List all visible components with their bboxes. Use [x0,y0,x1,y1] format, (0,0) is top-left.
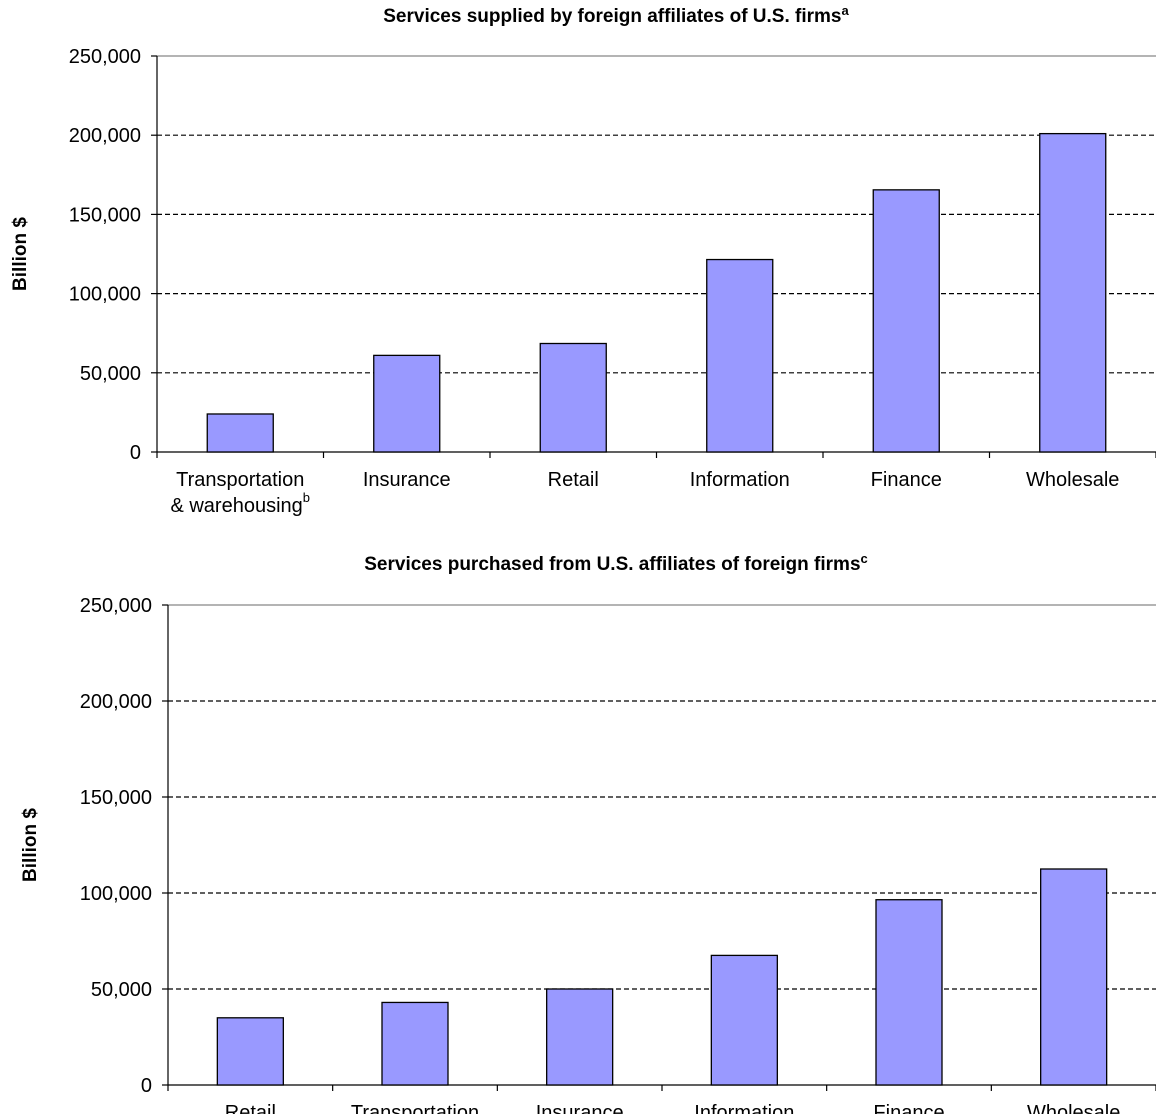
y-axis-label: Billion $ [20,808,41,882]
x-category-label: Information [694,1102,794,1114]
y-tick-label: 50,000 [80,363,141,385]
bar [539,342,607,453]
y-tick-label: 250,000 [69,46,141,68]
y-axis-label: Billion $ [10,217,31,291]
bar [373,354,441,453]
x-category-label: Insurance [363,469,451,491]
x-category-label: Transportation [351,1102,479,1114]
y-tick-label: 200,000 [80,691,152,713]
chart-title-text: Services supplied by foreign affiliates … [383,6,841,27]
x-category-label: Finance [873,1102,944,1114]
bar [216,1017,284,1086]
x-category-footnote: b [303,490,310,505]
chart-title-text: Services purchased from U.S. affiliates … [364,554,860,575]
bar [381,1001,449,1086]
bar [1040,868,1108,1086]
y-tick-label: 200,000 [69,125,141,147]
bar [206,413,274,453]
x-category-label-line2-text: & warehousing [170,495,302,517]
bar [872,189,940,453]
bar [706,258,774,453]
y-tick-label: 0 [141,1075,152,1097]
y-tick-label: 50,000 [91,979,152,1001]
chart-title: Services purchased from U.S. affiliates … [364,551,868,575]
y-tick-label: 150,000 [69,204,141,226]
x-category-label: Wholesale [1026,469,1119,491]
chart-services-purchased: Services purchased from U.S. affiliates … [20,551,1156,1114]
y-tick-label: 100,000 [80,883,152,905]
chart-title-footnote: c [861,551,868,566]
x-category-label: Wholesale [1027,1102,1120,1114]
x-category-label-line2: & warehousingb [170,490,310,517]
bar [875,899,943,1086]
y-tick-label: 150,000 [80,787,152,809]
y-tick-label: 250,000 [80,595,152,617]
chart-title: Services supplied by foreign affiliates … [383,3,849,27]
x-category-label: Information [690,469,790,491]
x-category-label: Transportation [176,469,304,491]
chart-title-footnote: a [842,3,850,18]
bar [1039,132,1107,453]
x-category-label: Finance [871,469,942,491]
y-tick-label: 0 [130,442,141,464]
x-category-label: Retail [225,1102,276,1114]
bar [546,988,614,1086]
x-category-label: Insurance [536,1102,624,1114]
y-tick-label: 100,000 [69,284,141,306]
chart-services-supplied: Services supplied by foreign affiliates … [10,3,1156,517]
bar [710,954,778,1086]
x-category-label: Retail [548,469,599,491]
